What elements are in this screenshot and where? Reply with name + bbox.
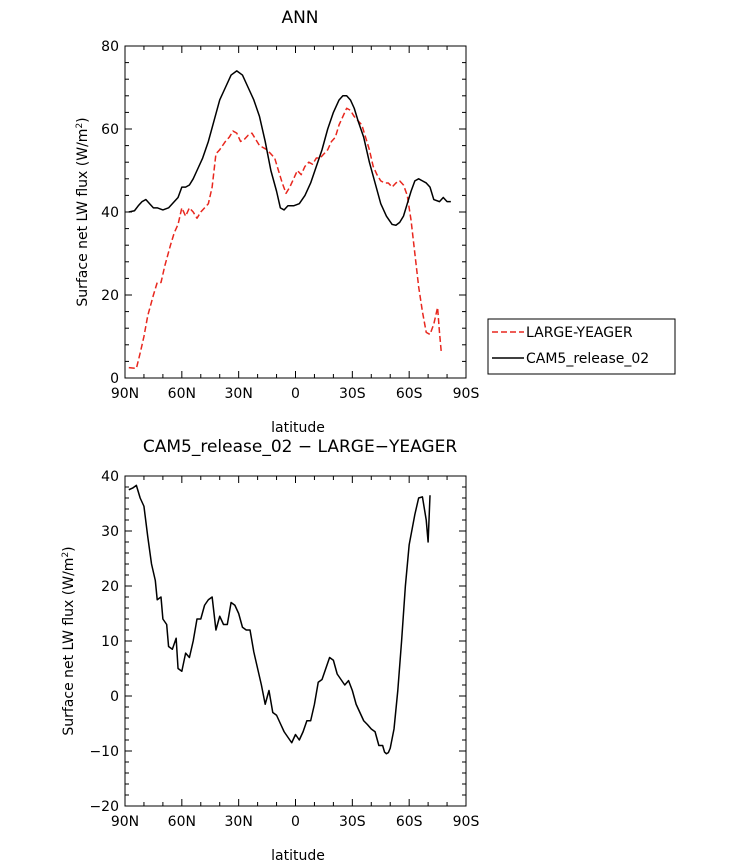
legend-box [487,318,676,375]
y-tick-label: 20 [101,288,119,304]
legend: LARGE-YEAGER CAM5_release_02 [487,318,676,375]
x-tick-label: 30N [225,386,253,402]
axis-ticks: 90N 60N 30N 0 30S 60S 90S 0 20 40 60 80 [101,39,479,402]
x-tick-label: 90S [453,386,480,402]
series-line [128,107,443,370]
y-tick-label: 20 [101,579,119,595]
y-tick-label: 40 [101,205,119,221]
y-tick-label: −20 [89,799,119,815]
x-tick-label: 90S [453,814,480,830]
mean-flux-panel: ANN 90N 60N 30N 0 30S 60S 90S 0 20 40 60 80 latitud… [75,8,479,436]
y-tick-label: 40 [101,469,119,485]
y-tick-label: −10 [89,744,119,760]
x-tick-label: 60N [168,386,196,402]
x-tick-label: 30S [339,386,366,402]
x-tick-label: 0 [291,814,300,830]
x-tick-label: 0 [291,386,300,402]
y-axis-label: Surface net LW flux (W/m2) [61,546,77,735]
x-tick-label: 60S [396,386,423,402]
x-axis-label: latitude [271,848,325,864]
legend-label-cam5: CAM5_release_02 [526,351,649,367]
panel-title: CAM5_release_02 − LARGE−YEAGER [143,437,457,457]
x-tick-label: 30N [225,814,253,830]
difference-panel: CAM5_release_02 − LARGE−YEAGER 90N 60N 30N… [61,437,479,864]
x-tick-label: 60S [396,814,423,830]
series-lines [128,70,451,370]
series-lines [128,484,431,755]
x-axis-label: latitude [271,420,325,436]
y-tick-label: 30 [101,524,119,540]
y-tick-label: 0 [110,371,119,387]
y-axis-label: Surface net LW flux (W/m2) [75,117,91,306]
series-line [128,484,431,755]
plot-frame [124,45,467,379]
y-tick-label: 10 [101,634,119,650]
y-tick-label: 0 [110,689,119,705]
axis-ticks: 90N 60N 30N 0 30S 60S 90S −20 −10 0 10 20 30 40 [89,469,479,830]
legend-label-large-yeager: LARGE-YEAGER [526,325,633,341]
x-tick-label: 90N [111,814,139,830]
y-tick-label: 60 [101,122,119,138]
x-tick-label: 90N [111,386,139,402]
panel-title: ANN [281,8,318,28]
x-tick-label: 60N [168,814,196,830]
series-line [128,70,451,227]
x-tick-label: 30S [339,814,366,830]
y-tick-label: 80 [101,39,119,55]
